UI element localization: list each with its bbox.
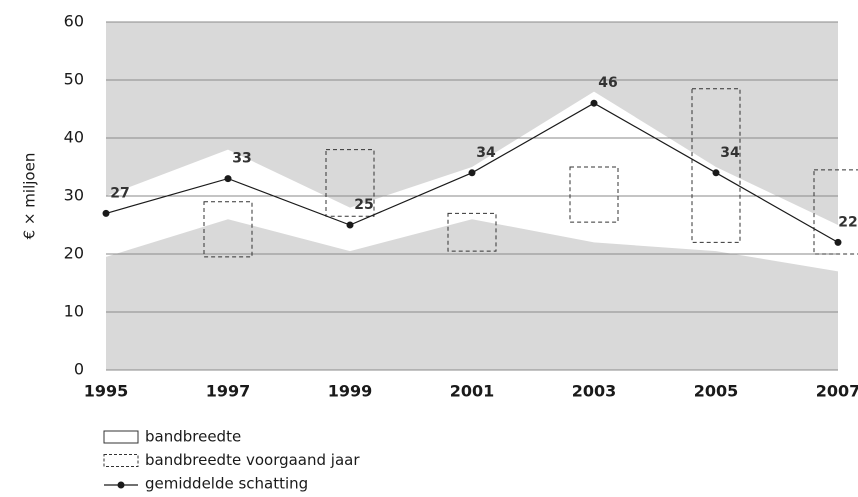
x-tick-label: 1997 <box>206 382 251 401</box>
mean-point <box>224 175 232 183</box>
legend-swatch <box>103 430 139 444</box>
y-tick-label: 0 <box>74 360 84 379</box>
previous-band-box <box>203 201 253 258</box>
value-label: 34 <box>720 145 740 161</box>
y-tick-label: 40 <box>64 128 84 147</box>
value-label: 25 <box>354 197 373 213</box>
y-tick-label: 30 <box>64 186 84 205</box>
legend-label: bandbreedte voorgaand jaar <box>145 451 360 469</box>
x-tick-label: 2005 <box>694 382 739 401</box>
y-tick-label: 20 <box>64 244 84 263</box>
x-tick-label: 2003 <box>572 382 617 401</box>
mean-point <box>102 209 110 217</box>
value-label: 34 <box>476 145 496 161</box>
legend-label: gemiddelde schatting <box>145 475 308 493</box>
x-tick-label: 2007 <box>816 382 858 401</box>
value-label: 27 <box>110 185 129 201</box>
mean-point <box>590 99 598 107</box>
x-tick-label: 2001 <box>450 382 495 401</box>
mean-point <box>712 169 720 177</box>
previous-band-box <box>325 149 375 217</box>
value-label: 22 <box>838 214 857 230</box>
mean-point <box>834 238 842 246</box>
mean-point <box>468 169 476 177</box>
y-tick-label: 50 <box>64 70 84 89</box>
legend-label: bandbreedte <box>145 428 241 446</box>
previous-band-box <box>447 212 497 252</box>
x-tick-label: 1995 <box>84 382 129 401</box>
previous-band-box <box>569 166 619 223</box>
y-axis-label: € × miljoen <box>21 153 39 240</box>
y-tick-label: 10 <box>64 302 84 321</box>
mean-point <box>346 221 354 229</box>
band-area <box>106 91 838 272</box>
legend-swatch <box>117 481 125 489</box>
x-tick-label: 1999 <box>328 382 373 401</box>
value-label: 46 <box>598 75 617 91</box>
value-label: 33 <box>232 151 251 167</box>
previous-band-box <box>691 88 741 243</box>
previous-band-box <box>813 169 858 255</box>
legend-swatch <box>103 454 139 467</box>
y-tick-label: 60 <box>64 12 84 31</box>
